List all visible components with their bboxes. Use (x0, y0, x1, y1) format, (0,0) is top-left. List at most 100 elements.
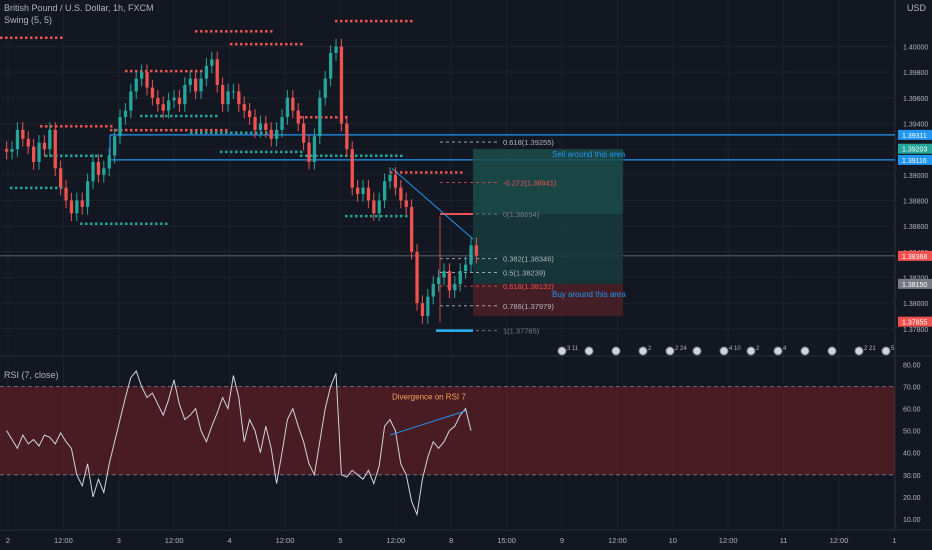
price-badge-label: 1.39311 (902, 133, 927, 140)
swing-dot (150, 114, 153, 118)
fib-level-label: 1(1.37785) (503, 327, 540, 336)
price-tick: 1.39800 (903, 70, 928, 77)
swing-dot (395, 19, 398, 23)
swing-dot (135, 128, 138, 132)
swing-dot (325, 116, 328, 119)
candle-body (75, 200, 79, 214)
candle-body (253, 117, 257, 130)
price-badge (898, 129, 932, 140)
swing-dot (410, 19, 413, 23)
swing-dot (225, 131, 228, 134)
candle-body (307, 142, 311, 162)
fib-level-label: 0.5(1.38239) (503, 268, 546, 277)
swing-dot (25, 186, 28, 190)
symbol-title[interactable]: British Pound / U.S. Dollar, 1h, FXCM (4, 3, 154, 13)
swing-dot (455, 171, 458, 174)
swing-dot (50, 154, 53, 158)
swing-dot (70, 125, 73, 128)
swing-dot (200, 30, 203, 33)
swing-dot (45, 154, 48, 158)
swing-dot (45, 36, 48, 40)
swing-dot (60, 36, 63, 40)
candle-body (334, 46, 338, 53)
candle-body (469, 245, 473, 265)
time-label: 12:00 (608, 536, 627, 545)
candle-body (183, 84, 187, 105)
swing-dot (185, 69, 188, 73)
swing-dot (175, 128, 178, 132)
swing-dot (165, 69, 168, 73)
swing-dot (370, 19, 373, 23)
swing-dot (75, 154, 78, 158)
swing-dot (395, 154, 398, 158)
rsi-band (0, 386, 895, 475)
candle-body (161, 104, 165, 111)
candle-body (280, 117, 284, 130)
swing-dot (300, 154, 303, 158)
price-tick: 1.37800 (903, 327, 928, 334)
swing-dot (180, 128, 183, 132)
swing-dot (25, 36, 28, 40)
candle-body (356, 187, 360, 195)
swing-dot (160, 222, 163, 226)
swing-dot (295, 42, 298, 46)
swing-dot (250, 42, 253, 46)
swing-dot (190, 131, 193, 134)
fib-level-label: 0(1.38694) (503, 210, 540, 219)
swing-dot (290, 42, 293, 46)
swing-dot (355, 214, 358, 218)
swing-dot (300, 42, 303, 46)
indicator-label[interactable]: Swing (5, 5) (4, 15, 53, 25)
swing-dot (165, 128, 168, 132)
swing-dot (85, 154, 88, 158)
swing-dot (95, 154, 98, 158)
swing-dot (370, 214, 373, 218)
swing-dot (110, 125, 113, 128)
candle-body (150, 87, 155, 98)
swing-dot (155, 114, 158, 118)
swing-dot (200, 114, 203, 118)
event-marker (854, 346, 864, 356)
event-marker-label: 4 10 (729, 346, 741, 352)
swing-dot (30, 36, 33, 40)
candle-body (296, 110, 300, 124)
candle-body (291, 97, 295, 111)
time-label: 5 (338, 536, 342, 545)
swing-dot (215, 30, 218, 33)
swing-dot (200, 128, 203, 132)
candle-body (21, 129, 25, 139)
swing-dot (205, 30, 208, 33)
time-label: 2 (6, 536, 10, 545)
swing-dot (245, 30, 248, 33)
swing-dot (315, 154, 318, 158)
candle-body (53, 129, 57, 169)
candle-body (312, 136, 317, 162)
swing-dot (385, 154, 388, 158)
fib-level-label: 0.618(1.39255) (503, 138, 554, 147)
swing-dot (60, 186, 63, 190)
swing-dot (445, 171, 448, 174)
swing-dot (220, 128, 223, 132)
swing-dot (10, 36, 13, 40)
swing-dot (170, 128, 173, 132)
event-marker (638, 346, 648, 356)
swing-dot (220, 131, 223, 134)
swing-dot (40, 186, 43, 190)
event-marker (746, 346, 756, 356)
swing-dot (345, 19, 348, 23)
time-label: 12:00 (165, 536, 184, 545)
swing-dot (390, 154, 393, 158)
swing-dot (80, 222, 83, 226)
rsi-label[interactable]: RSI (7, close) (4, 370, 59, 380)
time-label: 12:00 (719, 536, 738, 545)
candle-body (474, 245, 479, 256)
candle-body (172, 97, 176, 101)
candle-body (37, 142, 41, 162)
swing-dot (205, 128, 208, 132)
swing-dot (360, 214, 363, 218)
candle-body (242, 104, 246, 111)
candle-body (339, 46, 344, 124)
price-badge (898, 316, 932, 327)
candle-body (145, 72, 149, 88)
